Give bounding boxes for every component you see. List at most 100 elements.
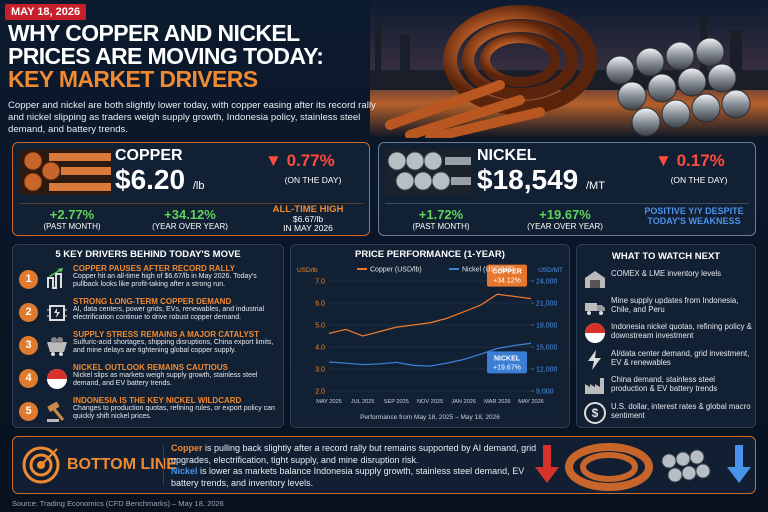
copper-summary: Copper is pulling back slightly after a … [171,443,543,466]
metal-name: COPPER [115,147,183,164]
driver-heading: COPPER PAUSES AFTER RECORD RALLY [73,264,235,273]
bottom-line-label: BOTTOM LINE [67,456,177,473]
driver-number: 4 [19,369,38,388]
y2-tick-label: 21,000 [536,301,558,308]
driver-icon [45,301,69,330]
day-change-note: (ON THE DAY) [670,175,728,185]
stat-value: +19.67% [539,207,591,222]
y-tick-label: 7.0 [315,279,325,286]
summary-text: is pulling back slightly after a record … [171,443,537,465]
legend-label: Nickel (USD/MT) [462,267,515,274]
icon [47,369,67,389]
watch-text: Mine supply updates from Indonesia, Chil… [611,295,739,314]
annotation-text: +19.67% [493,364,521,371]
driver-heading: INDONESIA IS THE KEY NICKEL WILDCARD [73,396,242,405]
panel-title: WHAT TO WATCH NEXT [611,251,721,262]
icon [47,401,65,422]
divider [19,203,363,204]
annotation-box [487,264,527,287]
metal-name: NICKEL [477,147,537,164]
high-date: IN MAY 2026 [283,223,333,233]
title-line: PRICES ARE MOVING TODAY: [8,43,324,69]
bottom-line-text: Copper is pulling back slightly after a … [171,443,543,489]
driver-number: 2 [19,303,38,322]
day-change-value: 0.77% [286,151,335,170]
icon [588,349,601,370]
price-unit: /lb [192,180,205,192]
x-tick-label: SEP 2025 [384,399,409,405]
watch-item: China demand, stainless steel production… [581,373,753,399]
source: Source: Trading Economics (CFD Benchmark… [12,499,224,508]
price-unit: /MT [586,180,605,192]
high-value: $6.67/lb [292,213,324,224]
x-tick-label: MAY 2026 [518,399,544,405]
nickel-summary: Nickel is lower as markets balance Indon… [171,466,543,489]
icon [47,337,67,356]
y-tick-label: 2.0 [315,389,325,396]
icon [47,305,67,321]
annotation-label: COPPER [492,269,522,276]
day-change-value: 0.17% [676,151,725,170]
watch-text: COMEX & LME inventory levels [611,269,722,278]
driver-heading: STRONG LONG-TERM COPPER DEMAND [73,297,232,306]
stat-label: (PAST MONTH) [43,222,101,231]
driver-heading: NICKEL OUTLOOK REMAINS CAUTIOUS [73,363,228,372]
legend-label: Copper (USD/lb) [370,267,422,274]
x-tick-label: NOV 2025 [417,399,443,405]
keyword: Copper [171,443,203,453]
watch-icon [583,374,607,403]
driver-item: 1 COPPER PAUSES AFTER RECORD RALLY Copper … [17,264,281,297]
icon [585,378,604,394]
nickel-card: NICKEL $18,549 /MT ▼ 0.17% (ON THE DAY) … [378,142,756,236]
annotation-label: NICKEL [494,355,521,362]
stat: +19.67% (YEAR OVER YEAR) [507,207,623,231]
divider [385,203,749,204]
driver-item: 3 SUPPLY STRESS REMAINS A MAJOR CATALYST S… [17,330,281,363]
stat-label: (YEAR OVER YEAR) [527,222,603,231]
x-tick-label: JAN 2026 [451,399,476,405]
driver-number: 3 [19,336,38,355]
nickel-note: POSITIVE Y/Y DESPITE TODAY'S WEAKNESS [644,206,744,226]
watch-text: China demand, stainless steel production… [611,375,718,393]
y-axis-label: USD/lb [297,267,318,274]
icon [585,271,605,288]
high-title: ALL-TIME HIGH [272,204,344,215]
driver-icon [45,367,69,396]
y-tick-label: 5.0 [315,323,325,330]
svg-text:$: $ [592,406,599,420]
stat-label: (PAST MONTH) [412,222,470,231]
series-line [328,293,532,337]
stat-value: +34.12% [164,207,216,222]
divider [163,445,164,485]
series-line [328,342,532,367]
y-tick-label: 4.0 [315,345,325,352]
driver-text: Nickel slips as markets weigh supply gro… [73,372,258,387]
driver-item: 2 STRONG LONG-TERM COPPER DEMAND AI, data … [17,297,281,330]
chart-panel: PRICE PERFORMANCE (1-YEAR) USD/lb USD/MT… [290,244,570,428]
intro: Copper and nickel are both slightly lowe… [8,100,376,135]
watch-icon [583,268,607,297]
date-badge: MAY 18, 2026 [5,4,87,20]
chart-subtitle: Performance from May 18, 2025 – May 18, … [360,414,500,421]
y2-tick-label: 18,000 [536,323,558,330]
chart-title: PRICE PERFORMANCE (1-YEAR) [355,249,505,260]
stat-value: +2.77% [49,207,95,222]
copper-thumb [19,149,111,195]
watch-item: AI/data center demand, grid investment, … [581,347,753,373]
stat: +2.77% (PAST MONTH) [17,207,127,231]
x-tick-label: JUL 2025 [351,399,375,405]
watch-item: Mine supply updates from Indonesia, Chil… [581,294,753,320]
annotation-box [487,351,527,374]
watch-item: $ U.S. dollar, interest rates & global ma… [581,400,753,426]
target-icon [22,446,60,484]
stat-value: +1.72% [418,207,464,222]
stat: +1.72% (PAST MONTH) [383,207,499,231]
icon [585,302,605,315]
icon [47,268,63,289]
hero-image [370,0,768,138]
driver-icon [45,268,69,297]
y2-tick-label: 24,000 [536,279,558,286]
nickel-thumb [385,149,471,195]
drivers-panel: 5 KEY DRIVERS BEHIND TODAY'S MOVE 1 COPPE… [12,244,284,428]
